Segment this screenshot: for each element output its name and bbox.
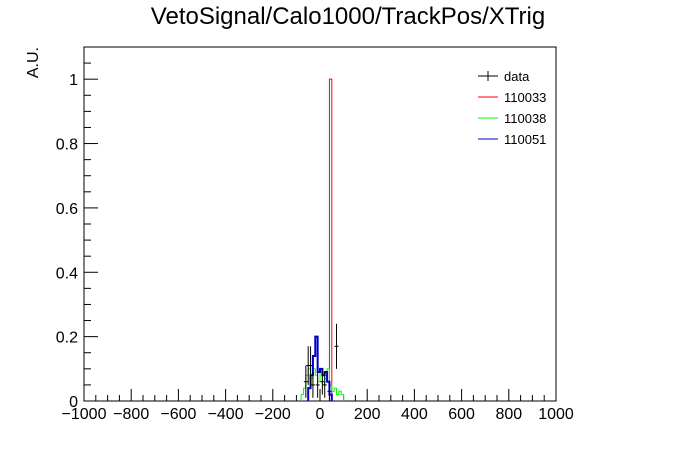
x-tick-label: −800 — [113, 406, 149, 423]
x-tick-label: 1000 — [538, 406, 574, 423]
y-tick-label: 0.8 — [56, 137, 78, 154]
y-tick-label: 1 — [69, 72, 78, 89]
data-point — [334, 323, 339, 369]
data-point — [303, 365, 308, 398]
x-tick-label: −600 — [160, 406, 196, 423]
x-tick-label: −200 — [255, 406, 291, 423]
data-point — [310, 372, 315, 398]
legend-label: 110051 — [504, 132, 546, 147]
legend-entry: data — [478, 69, 530, 84]
y-tick-label: 0.6 — [56, 201, 78, 218]
legend-entry: 110051 — [478, 132, 546, 147]
x-tick-label: 400 — [401, 406, 428, 423]
x-tick-label: 0 — [316, 406, 325, 423]
legend-label: data — [504, 69, 530, 84]
y-tick-label: 0 — [69, 394, 78, 411]
data-point — [320, 368, 325, 395]
data-point — [315, 372, 320, 398]
data-point — [322, 372, 327, 398]
x-tick-label: −1000 — [62, 406, 107, 423]
histogram-110033 — [328, 78, 333, 401]
y-axis-title: A.U. — [25, 47, 42, 78]
x-tick-label: 800 — [495, 406, 522, 423]
x-tick-label: −400 — [208, 406, 244, 423]
legend-label: 110033 — [504, 90, 546, 105]
axis-ticks: −1000 −800 −600 −400 −200 0 200 400 600 800 1000 0 0… — [56, 46, 574, 423]
legend: data 110033 110038 110051 — [478, 69, 546, 147]
x-tick-label: 600 — [448, 406, 475, 423]
y-tick-label: 0.4 — [56, 265, 78, 282]
data-point — [308, 346, 313, 385]
plot-frame — [83, 46, 557, 402]
legend-label: 110038 — [504, 111, 546, 126]
data-points — [303, 323, 339, 401]
histogram-series — [300, 78, 345, 401]
data-point — [327, 381, 332, 401]
x-tick-label: 200 — [354, 406, 381, 423]
y-tick-label: 0.2 — [56, 330, 78, 347]
chart-title: VetoSignal/Calo1000/TrackPos/XTrig — [151, 3, 545, 30]
legend-entry: 110038 — [478, 111, 546, 126]
legend-entry: 110033 — [478, 90, 546, 105]
histogram-110051 — [307, 335, 333, 401]
